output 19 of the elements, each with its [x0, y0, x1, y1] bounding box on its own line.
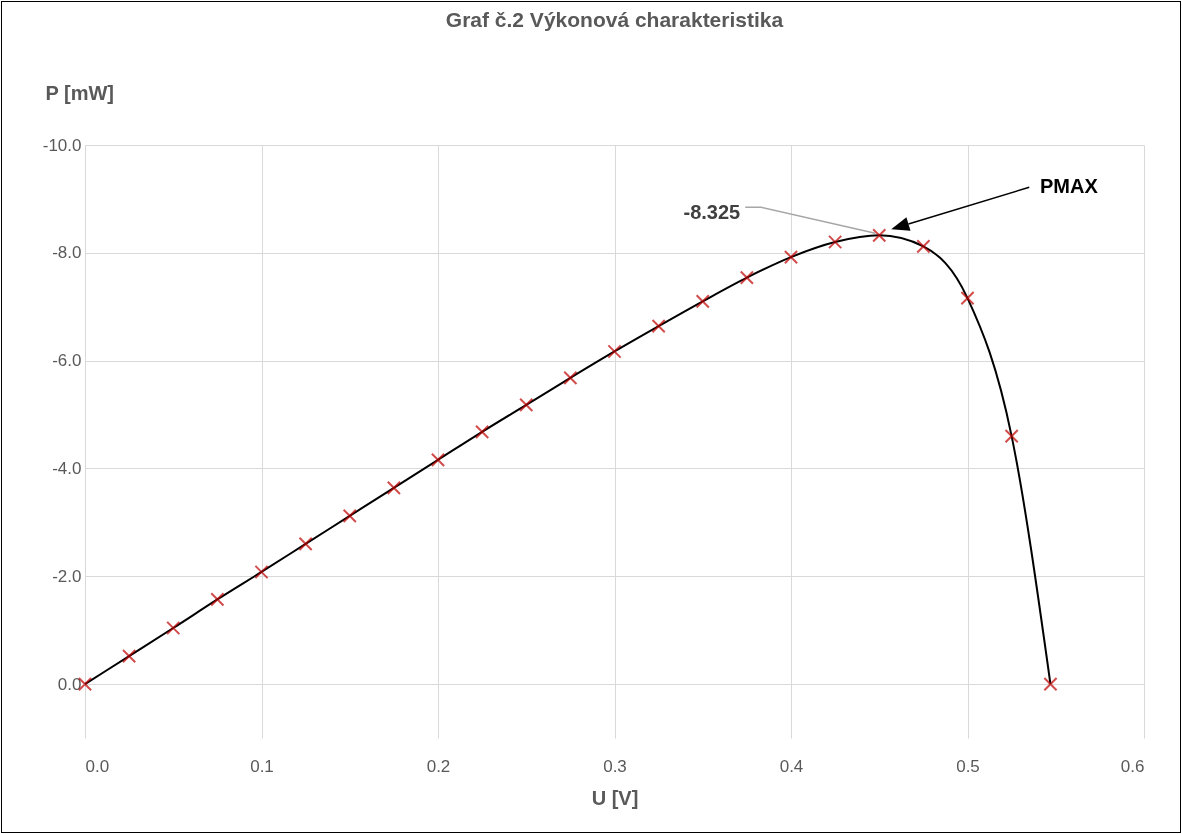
chart-title: Graf č.2 Výkonová charakteristika — [445, 8, 784, 31]
y-tick-label: -2.0 — [52, 566, 82, 586]
x-axis-title: U [V] — [591, 786, 639, 809]
x-tick-label: 0.6 — [1120, 756, 1145, 776]
y-tick-label: -4.0 — [52, 458, 82, 478]
y-tick-label: -10.0 — [42, 135, 82, 155]
data-label: -8.325 — [683, 201, 741, 224]
line-series — [84, 234, 1052, 686]
x-tick-label: 0.3 — [603, 756, 627, 776]
y-tick-label: -8.0 — [52, 243, 82, 263]
y-tick-label: -6.0 — [52, 351, 82, 371]
x-tick-label: 0.5 — [956, 756, 980, 776]
x-tick-label: 0.1 — [250, 756, 274, 776]
annotation: PMAX — [1040, 175, 1099, 197]
x-tick-label: 0.2 — [426, 756, 451, 776]
y-tick-label: 0.0 — [57, 674, 82, 694]
y-axis-title: P [mW] — [45, 81, 115, 104]
x-tick-label: 0.0 — [85, 756, 110, 776]
x-tick-label: 0.4 — [779, 756, 804, 776]
